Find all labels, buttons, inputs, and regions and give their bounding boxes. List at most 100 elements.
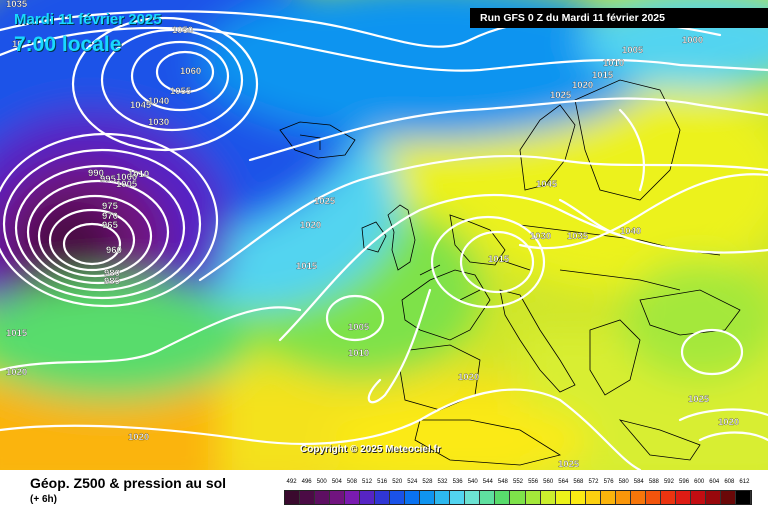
coastlines bbox=[279, 79, 741, 466]
legend-swatch bbox=[630, 491, 646, 504]
legend-swatch bbox=[300, 491, 316, 504]
isobar-label: 1040 bbox=[620, 226, 641, 237]
legend-value-label: 592 bbox=[663, 479, 674, 485]
legend-value-label: 492 bbox=[286, 479, 297, 485]
legend-swatch bbox=[645, 491, 661, 504]
legend-scale-labels: 492 496 500 504 508 512 516 520 524 528 532 536 540 5… bbox=[282, 479, 752, 489]
isobar-label: 1005 bbox=[348, 322, 370, 333]
legend-value-label: 500 bbox=[316, 479, 327, 485]
legend-value-label: 560 bbox=[543, 479, 554, 485]
legend-swatch bbox=[660, 491, 676, 504]
isobar-label: 1020 bbox=[458, 372, 479, 383]
legend-swatch bbox=[615, 491, 631, 504]
isobar-label: 1020 bbox=[128, 432, 149, 443]
product-title: Géop. Z500 & pression au sol bbox=[30, 475, 227, 491]
legend-value-label: 544 bbox=[482, 479, 493, 485]
legend-color-bar bbox=[284, 490, 752, 505]
legend-value-label: 516 bbox=[377, 479, 388, 485]
isobar-label: 970 bbox=[102, 211, 118, 222]
isobar-label: 975 bbox=[102, 201, 119, 212]
isobar-label: 1050 bbox=[172, 25, 193, 36]
isobar-label: 1010 bbox=[603, 58, 624, 69]
isobar-label: 980 bbox=[104, 268, 120, 279]
isobar-labels: 1035 1050 1060 1055 1040 1045 1030 1000 … bbox=[6, 0, 739, 470]
legend-swatch bbox=[420, 491, 436, 504]
isobar-label: 995 bbox=[100, 174, 117, 185]
legend-value-label: 508 bbox=[346, 479, 357, 485]
isobar-label: 1005 bbox=[622, 45, 644, 56]
weather-map: 1035 1050 1060 1055 1040 1045 1030 1000 … bbox=[0, 0, 768, 470]
geopotential-field: 1035 1050 1060 1055 1040 1045 1030 1000 … bbox=[0, 0, 768, 470]
legend-value-label: 584 bbox=[633, 479, 644, 485]
legend-swatch bbox=[435, 491, 451, 504]
legend-value-label: 556 bbox=[528, 479, 539, 485]
legend-value-label: 520 bbox=[392, 479, 403, 485]
legend-value-label: 512 bbox=[362, 479, 373, 485]
legend-value-label: 600 bbox=[694, 479, 705, 485]
isobar-label: 1015 bbox=[592, 70, 614, 81]
legend-value-label: 524 bbox=[407, 479, 418, 485]
legend-swatch bbox=[330, 491, 346, 504]
isobar-label: 1005 bbox=[116, 179, 138, 190]
legend-value-label: 496 bbox=[301, 479, 312, 485]
isobar-label: 1055 bbox=[170, 86, 192, 97]
legend-swatch bbox=[570, 491, 586, 504]
model-run-banner: Run GFS 0 Z du Mardi 11 février 2025 bbox=[470, 8, 768, 28]
legend-swatch bbox=[360, 491, 376, 504]
legend-swatch bbox=[450, 491, 466, 504]
isobar-label: 1020 bbox=[300, 220, 321, 231]
legend-value-label: 608 bbox=[724, 479, 735, 485]
legend-value-label: 548 bbox=[497, 479, 508, 485]
legend-swatch bbox=[540, 491, 556, 504]
legend-value-label: 540 bbox=[467, 479, 478, 485]
legend-value-label: 564 bbox=[558, 479, 569, 485]
legend-swatch bbox=[690, 491, 706, 504]
isobar-label: 1020 bbox=[718, 417, 739, 428]
legend-swatch bbox=[585, 491, 601, 504]
isobar-label: 1000 bbox=[116, 172, 137, 183]
legend-value-label: 552 bbox=[512, 479, 524, 485]
legend-value-label: 528 bbox=[422, 479, 433, 485]
isobar-lines bbox=[0, 10, 768, 470]
forecast-offset: (+ 6h) bbox=[30, 494, 57, 505]
legend-swatch bbox=[375, 491, 391, 504]
isobar-label: 1025 bbox=[550, 90, 572, 101]
legend-swatch bbox=[345, 491, 361, 504]
legend-swatch bbox=[315, 491, 331, 504]
legend-value-label: 532 bbox=[437, 479, 448, 485]
isobar-label: 1020 bbox=[6, 367, 27, 378]
legend-value-label: 588 bbox=[648, 479, 659, 485]
isobar-label: 1015 bbox=[488, 254, 510, 265]
isobar-label: 1025 bbox=[688, 394, 710, 405]
legend-value-label: 536 bbox=[452, 479, 463, 485]
legend-swatch bbox=[390, 491, 406, 504]
isobar-label: 960 bbox=[106, 245, 122, 256]
legend-swatch bbox=[465, 491, 481, 504]
legend-value-label: 576 bbox=[603, 479, 614, 485]
isobar-label: 1015 bbox=[6, 328, 28, 339]
isobar-label: 1035 bbox=[567, 231, 589, 242]
legend-swatch bbox=[705, 491, 721, 504]
legend-swatch bbox=[285, 491, 301, 504]
isobar-label: 965 bbox=[102, 220, 119, 231]
legend-swatch bbox=[735, 491, 751, 504]
forecast-date: Mardi 11 février 2025 bbox=[14, 11, 162, 28]
forecast-local-time: 7:00 locale bbox=[14, 33, 122, 56]
isobar-label: 990 bbox=[88, 168, 104, 179]
legend-panel: Géop. Z500 & pression au sol (+ 6h) 492 4… bbox=[0, 470, 768, 512]
isobar-label: 1010 bbox=[128, 169, 149, 180]
isobar-label: 1025 bbox=[314, 196, 336, 207]
legend-swatch bbox=[495, 491, 511, 504]
legend-value-label: 612 bbox=[739, 479, 750, 485]
isobar-label: 1035 bbox=[6, 0, 28, 10]
legend-swatch bbox=[600, 491, 616, 504]
isobar-label: 1060 bbox=[180, 66, 201, 77]
isobar-label: 985 bbox=[104, 276, 121, 287]
isobar-label: 1010 bbox=[348, 348, 369, 359]
legend-value-label: 580 bbox=[618, 479, 629, 485]
isobar-label: 1000 bbox=[682, 35, 703, 46]
isobar-label: 1045 bbox=[130, 100, 152, 111]
legend-value-label: 504 bbox=[331, 479, 342, 485]
isobar-label: 1020 bbox=[572, 80, 593, 91]
